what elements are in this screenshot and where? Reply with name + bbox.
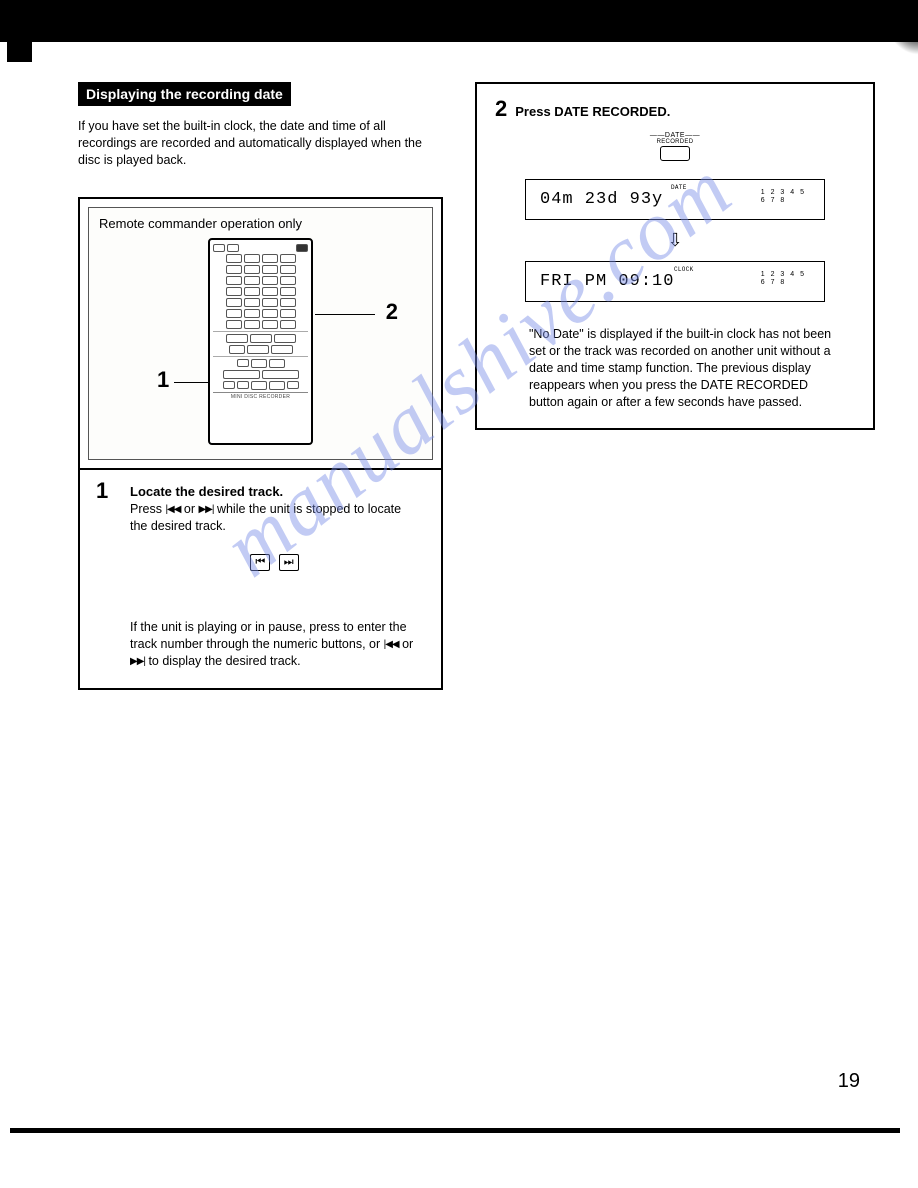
step-1-title: Locate the desired track. — [130, 484, 419, 499]
lcd2-text: FRI PM 09:10 — [540, 272, 674, 291]
section-header: Displaying the recording date — [78, 82, 291, 106]
recorded-label: RECORDED — [495, 139, 855, 145]
next-track-icon-2: ▶▶| — [130, 656, 145, 667]
left-column: Displaying the recording date If you hav… — [78, 82, 443, 690]
remote-illustration-frame: Remote commander operation only 1 2 — [78, 197, 443, 470]
step1-t1b: or — [180, 502, 198, 516]
step-1-text-2: If the unit is playing or in pause, pres… — [130, 619, 419, 670]
page-content: Displaying the recording date If you hav… — [78, 82, 898, 690]
next-button-icon: ⏭ — [279, 554, 299, 571]
remote-body: MINI DISC RECORDER — [208, 238, 313, 445]
prev-button-icon: ⏮ — [250, 554, 270, 571]
lcd1-grid-row2: 6 7 8 — [761, 197, 806, 205]
lcd1-grid-row1: 1 2 3 4 5 — [761, 189, 806, 197]
remote-illustration-inner: Remote commander operation only 1 2 — [88, 207, 433, 460]
date-recorded-button-diagram: ——DATE—— RECORDED — [495, 132, 855, 161]
lcd-display-2: CLOCK FRI PM 09:10 1 2 3 4 5 6 7 8 — [525, 261, 825, 302]
prev-track-icon: |◀◀ — [165, 504, 180, 515]
remote-illustration: 1 2 — [99, 237, 422, 447]
lcd1-tiny-label: DATE — [671, 184, 687, 191]
callout-1: 1 — [157, 367, 169, 393]
scan-corner-artifact — [7, 42, 32, 62]
intro-paragraph: If you have set the built-in clock, the … — [78, 118, 443, 169]
step-2-box: 2 Press DATE RECORDED. ——DATE—— RECORDED… — [475, 82, 875, 430]
top-black-bar — [0, 0, 918, 42]
lcd2-grid-row1: 1 2 3 4 5 — [761, 271, 806, 279]
down-arrow-icon: ⇩ — [495, 230, 855, 251]
lcd2-grid-row2: 6 7 8 — [761, 279, 806, 287]
remote-caption: Remote commander operation only — [99, 216, 422, 231]
lcd2-track-grid: 1 2 3 4 5 6 7 8 — [761, 271, 806, 286]
remote-footer-label: MINI DISC RECORDER — [213, 392, 308, 400]
scan-edge-artifact — [880, 0, 918, 55]
step-2-title: Press DATE RECORDED. — [515, 104, 670, 119]
prev-track-icon-2: |◀◀ — [384, 639, 399, 650]
step-1-text-1: Press |◀◀ or ▶▶| while the unit is stopp… — [130, 501, 419, 535]
lcd1-track-grid: 1 2 3 4 5 6 7 8 — [761, 189, 806, 204]
lcd1-text: 04m 23d 93y — [540, 190, 663, 209]
step-1-number: 1 — [96, 478, 108, 504]
callout-line-2 — [315, 314, 375, 315]
transport-icons-row: ⏮ ⏭ — [130, 552, 419, 571]
date-recorded-button-icon — [660, 146, 690, 161]
bottom-rule — [10, 1128, 900, 1133]
date-label: ——DATE—— — [495, 132, 855, 139]
step-2-number: 2 — [495, 96, 507, 122]
step-2-note: "No Date" is displayed if the built-in c… — [495, 326, 855, 410]
step-1-box: 1 Locate the desired track. Press |◀◀ or… — [78, 470, 443, 690]
step1-t2a: If the unit is playing or in pause, pres… — [130, 620, 407, 651]
lcd-display-1: DATE 04m 23d 93y 1 2 3 4 5 6 7 8 — [525, 179, 825, 220]
next-track-icon: ▶▶| — [198, 504, 213, 515]
step1-t2c: to display the desired track. — [145, 654, 301, 668]
step1-t1a: Press — [130, 502, 165, 516]
callout-2: 2 — [386, 299, 398, 325]
step1-t2b: or — [399, 637, 414, 651]
lcd2-tiny-label: CLOCK — [674, 266, 694, 273]
page-number: 19 — [838, 1070, 860, 1093]
right-column: 2 Press DATE RECORDED. ——DATE—— RECORDED… — [475, 82, 875, 690]
